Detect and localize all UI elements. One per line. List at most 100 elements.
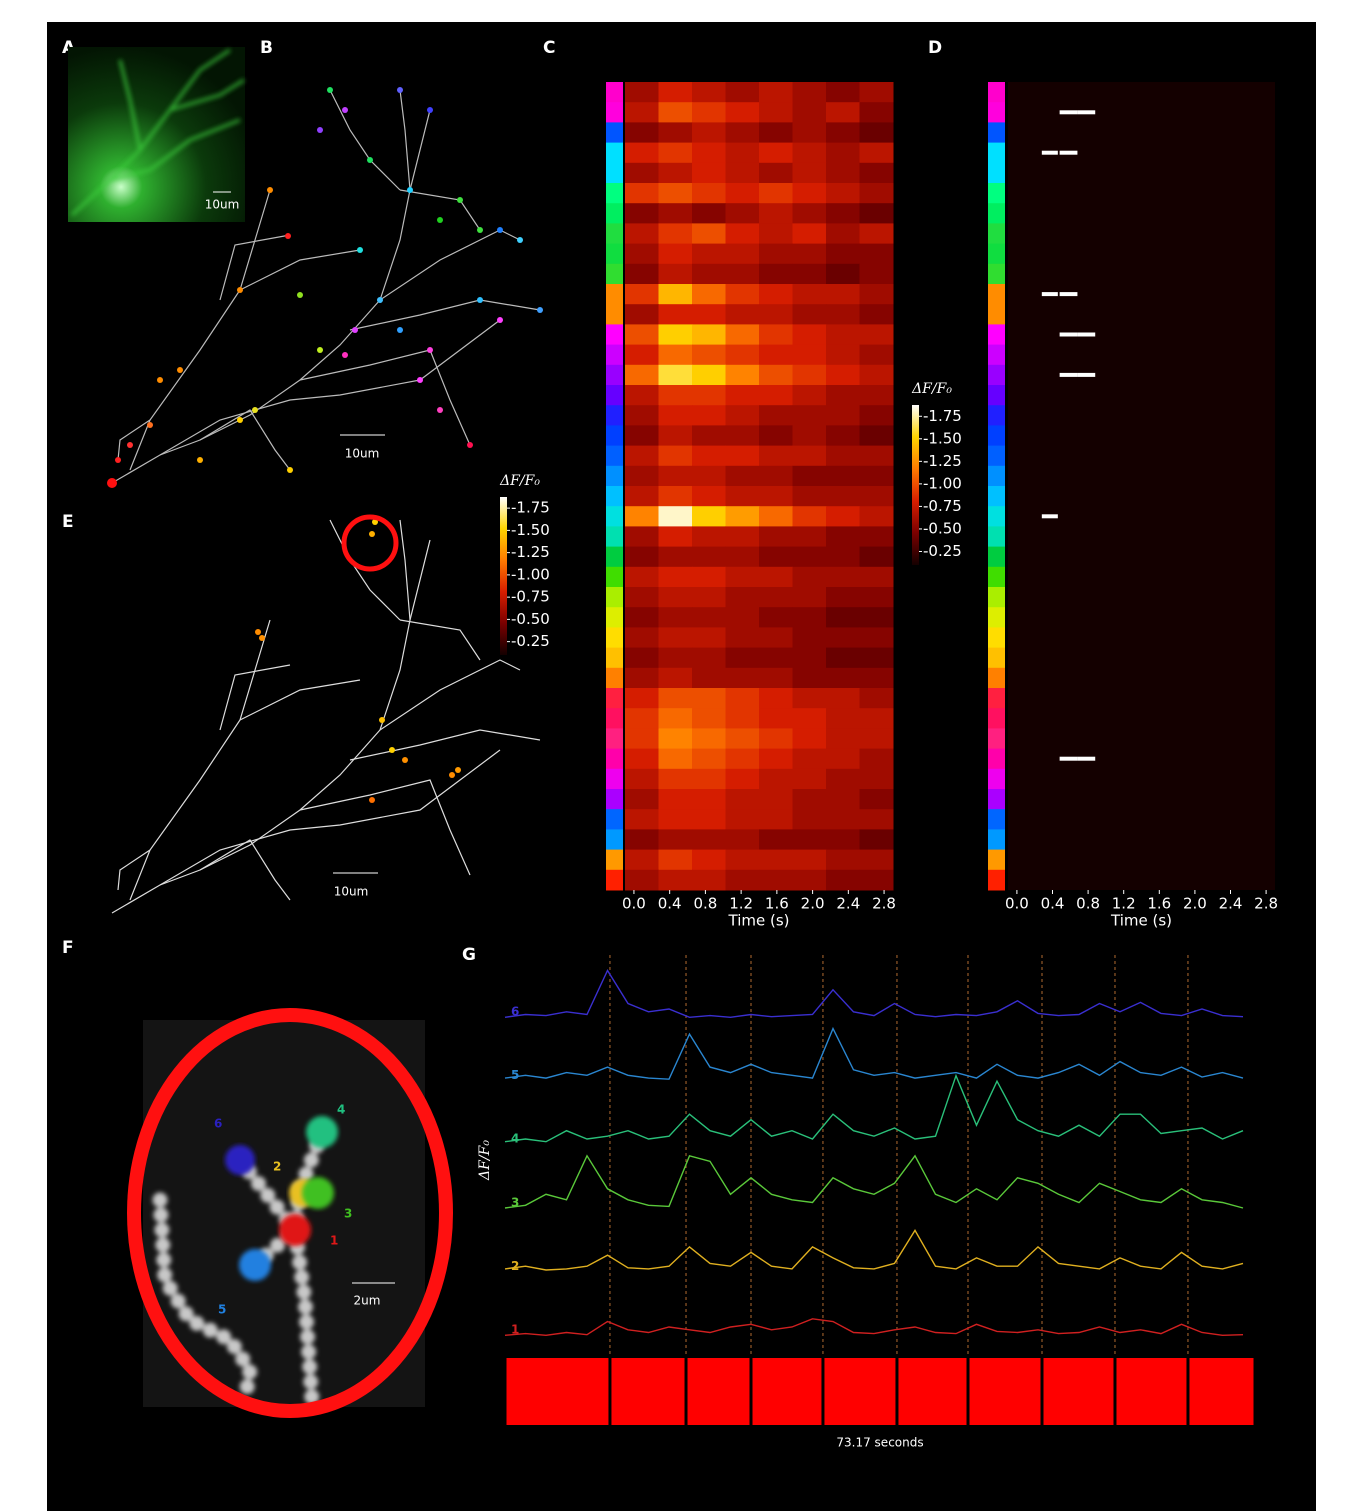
heatmap-cell (793, 264, 827, 285)
heatmap-cell (726, 749, 760, 770)
heatmap-cell (659, 648, 693, 669)
heatmap-cell (860, 728, 894, 749)
heatmap-cell (860, 405, 894, 426)
roi-color (988, 688, 1005, 709)
roi-color (606, 809, 623, 830)
roi-color (606, 163, 623, 184)
heatmap-cell (826, 789, 860, 810)
heatmap-cell (826, 122, 860, 143)
heatmap-cell (860, 143, 894, 164)
heatmap-cell (759, 223, 793, 244)
heatmap-cell (692, 648, 726, 669)
heatmap-cell (793, 304, 827, 325)
roi-spot (306, 1116, 338, 1148)
heatmap-cell (692, 749, 726, 770)
roi-label: 1 (330, 1234, 338, 1248)
heatmap-cell (860, 264, 894, 285)
roi-color (606, 506, 623, 527)
heatmap-cell (659, 264, 693, 285)
heatmap-cell (860, 668, 894, 689)
heatmap-cell (625, 708, 659, 729)
heatmap-cell (726, 163, 760, 184)
heatmap-cell (625, 324, 659, 345)
heatmap-cell (726, 284, 760, 305)
stimulus-block (688, 1358, 750, 1425)
stimulus-block (611, 1358, 684, 1425)
panel-label: E (62, 512, 74, 532)
heatmap-cell (759, 567, 793, 588)
roi-color (606, 526, 623, 547)
heatmap-cell (625, 223, 659, 244)
heatmap-cell (793, 446, 827, 467)
heatmap-cell (692, 486, 726, 507)
heatmap-cell (759, 345, 793, 366)
heatmap-cell (692, 829, 726, 850)
heatmap-cell (826, 567, 860, 588)
heatmap-cell (659, 587, 693, 608)
x-tick-label: 2.4 (1219, 895, 1243, 913)
heatmap-cell (860, 486, 894, 507)
heatmap-cell (826, 183, 860, 204)
roi-color (988, 486, 1005, 507)
heatmap-cell (692, 850, 726, 871)
heatmap-cell (659, 223, 693, 244)
colorbar-tick-label: -1.00 (923, 474, 962, 492)
heatmap-cell (759, 648, 793, 669)
colorbar-tick-label: -0.50 (511, 610, 550, 628)
colorbar-tick-label: -1.75 (923, 407, 962, 425)
roi-color (988, 789, 1005, 810)
heatmap-cell (726, 829, 760, 850)
heatmap-cell (625, 304, 659, 325)
heatmap-cell (793, 385, 827, 406)
heatmap-cell (793, 648, 827, 669)
heatmap-cell (860, 708, 894, 729)
zoomed-dendrite: 1 2 3 4 5 6 2um (134, 1015, 446, 1411)
heatmap-cell (659, 365, 693, 386)
roi-color (988, 345, 1005, 366)
heatmap-cell (625, 183, 659, 204)
heatmap-cell (625, 688, 659, 709)
heatmap-cell (759, 829, 793, 850)
heatmap-cell (759, 688, 793, 709)
heatmap-cell (826, 708, 860, 729)
heatmap-cell (726, 385, 760, 406)
heatmap-cell (692, 405, 726, 426)
roi-color (606, 749, 623, 770)
scale-label: 10um (345, 447, 380, 461)
heatmap-cell (659, 567, 693, 588)
heatmap-cell (759, 264, 793, 285)
heatmap-cell (826, 284, 860, 305)
x-axis-label: Time (s) (1110, 912, 1172, 930)
heatmap-cell (793, 587, 827, 608)
heatmap-cell (625, 607, 659, 628)
heatmap-cell (659, 789, 693, 810)
heatmap-cell (860, 324, 894, 345)
heatmap-cell (625, 466, 659, 487)
roi-color (988, 829, 1005, 850)
heatmap-cell (793, 547, 827, 568)
heatmap-cell (726, 446, 760, 467)
roi-color (606, 143, 623, 164)
panel-label: C (543, 38, 555, 58)
y-axis-label: ΔF/F₀ (477, 1140, 493, 1181)
heatmap-cell (860, 203, 894, 224)
x-tick-label: 1.6 (1147, 895, 1171, 913)
colorbar-tick-label: -0.75 (511, 588, 550, 606)
heatmap-cell (759, 607, 793, 628)
heatmap-cell (625, 203, 659, 224)
heatmap-cell (759, 446, 793, 467)
heatmap-cell (625, 850, 659, 871)
heatmap-cell (659, 466, 693, 487)
roi-label: 6 (214, 1117, 222, 1131)
panel-label: G (462, 945, 476, 965)
heatmap-cell (860, 365, 894, 386)
heatmap-cell (625, 143, 659, 164)
heatmap-cell (625, 567, 659, 588)
roi-color (606, 688, 623, 709)
heatmap-cell (726, 102, 760, 123)
heatmap-cell (759, 324, 793, 345)
trace-label: 1 (511, 1323, 519, 1337)
heatmap-cell (793, 486, 827, 507)
heatmap-cell (726, 607, 760, 628)
heatmap-cell (826, 324, 860, 345)
